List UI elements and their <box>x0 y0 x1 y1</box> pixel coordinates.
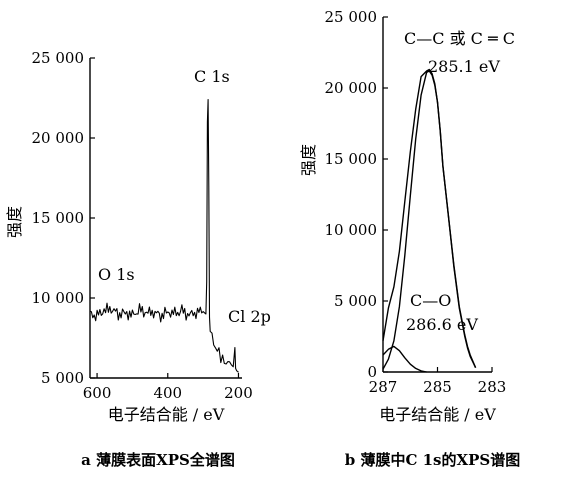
series-line-c-c-c-c <box>382 70 477 370</box>
x-tick-label: 600 <box>83 384 112 402</box>
y-tick-label: 15 000 <box>32 209 85 227</box>
x-tick-label: 287 <box>369 378 398 396</box>
peak-annotation: C—C 或 C ═ C <box>404 29 515 48</box>
peak-annotation: C 1s <box>194 67 230 86</box>
y-tick-label: 25 000 <box>32 49 85 67</box>
x-axis-label: 电子结合能 / eV <box>108 405 225 424</box>
peak-annotation: Cl 2p <box>228 307 271 326</box>
chart-b: 0 5 000 10 000 15 000 20 000 25 000 287 285 283 电… <box>299 8 520 469</box>
y-tick-label: 0 <box>367 363 377 381</box>
y-tick-label: 25 000 <box>325 8 378 26</box>
x-tick-label: 283 <box>478 378 507 396</box>
x-axis-label: 电子结合能 / eV <box>379 405 496 424</box>
series-line-c-o <box>382 345 427 373</box>
chart-a: 5 000 10 000 15 000 20 000 25 000 600 400 200 电子… <box>5 49 271 469</box>
y-tick-label: 5 000 <box>334 292 377 310</box>
x-tick-label: 200 <box>224 384 253 402</box>
x-tick-label: 400 <box>153 384 182 402</box>
series-line-spectrum <box>89 99 239 373</box>
y-axis-label: 强度 <box>299 144 318 176</box>
chart-caption: b 薄膜中C 1s的XPS谱图 <box>345 451 521 469</box>
peak-annotation: C—O <box>410 291 451 310</box>
y-tick-label: 15 000 <box>325 150 378 168</box>
peak-annotation: 286.6 eV <box>406 315 478 334</box>
y-tick-label: 10 000 <box>32 289 85 307</box>
chart-caption: a 薄膜表面XPS全谱图 <box>81 451 235 469</box>
x-tick-label: 285 <box>423 378 452 396</box>
y-tick-label: 20 000 <box>325 79 378 97</box>
y-tick-label: 10 000 <box>325 221 378 239</box>
peak-annotation: 285.1 eV <box>428 57 500 76</box>
y-axis-label: 强度 <box>5 206 24 238</box>
y-tick-label: 5 000 <box>41 369 84 387</box>
y-tick-label: 20 000 <box>32 129 85 147</box>
peak-annotation: O 1s <box>98 265 135 284</box>
